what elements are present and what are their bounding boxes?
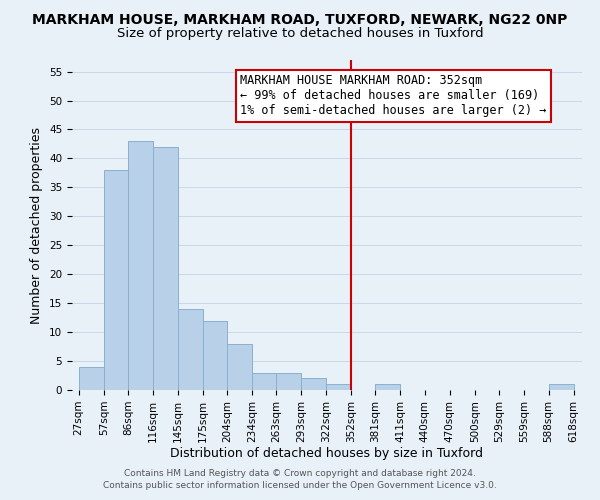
Bar (301, 378, 326, 390)
Bar (104, 170, 128, 390)
Bar (153, 147, 178, 390)
Text: MARKHAM HOUSE MARKHAM ROAD: 352sqm
← 99% of detached houses are smaller (169)
1%: MARKHAM HOUSE MARKHAM ROAD: 352sqm ← 99%… (241, 74, 547, 118)
Text: Contains HM Land Registry data © Crown copyright and database right 2024.: Contains HM Land Registry data © Crown c… (124, 468, 476, 477)
Bar (375, 384, 400, 390)
Bar (548, 384, 574, 390)
X-axis label: Distribution of detached houses by size in Tuxford: Distribution of detached houses by size … (170, 448, 484, 460)
Bar (252, 372, 277, 390)
Bar (203, 320, 227, 390)
Bar (178, 309, 203, 390)
Bar (128, 141, 153, 390)
Bar (79, 367, 104, 390)
Bar (326, 384, 351, 390)
Text: Contains public sector information licensed under the Open Government Licence v3: Contains public sector information licen… (103, 481, 497, 490)
Bar (277, 372, 301, 390)
Bar (227, 344, 252, 390)
Text: Size of property relative to detached houses in Tuxford: Size of property relative to detached ho… (116, 28, 484, 40)
Y-axis label: Number of detached properties: Number of detached properties (31, 126, 43, 324)
Text: MARKHAM HOUSE, MARKHAM ROAD, TUXFORD, NEWARK, NG22 0NP: MARKHAM HOUSE, MARKHAM ROAD, TUXFORD, NE… (32, 12, 568, 26)
